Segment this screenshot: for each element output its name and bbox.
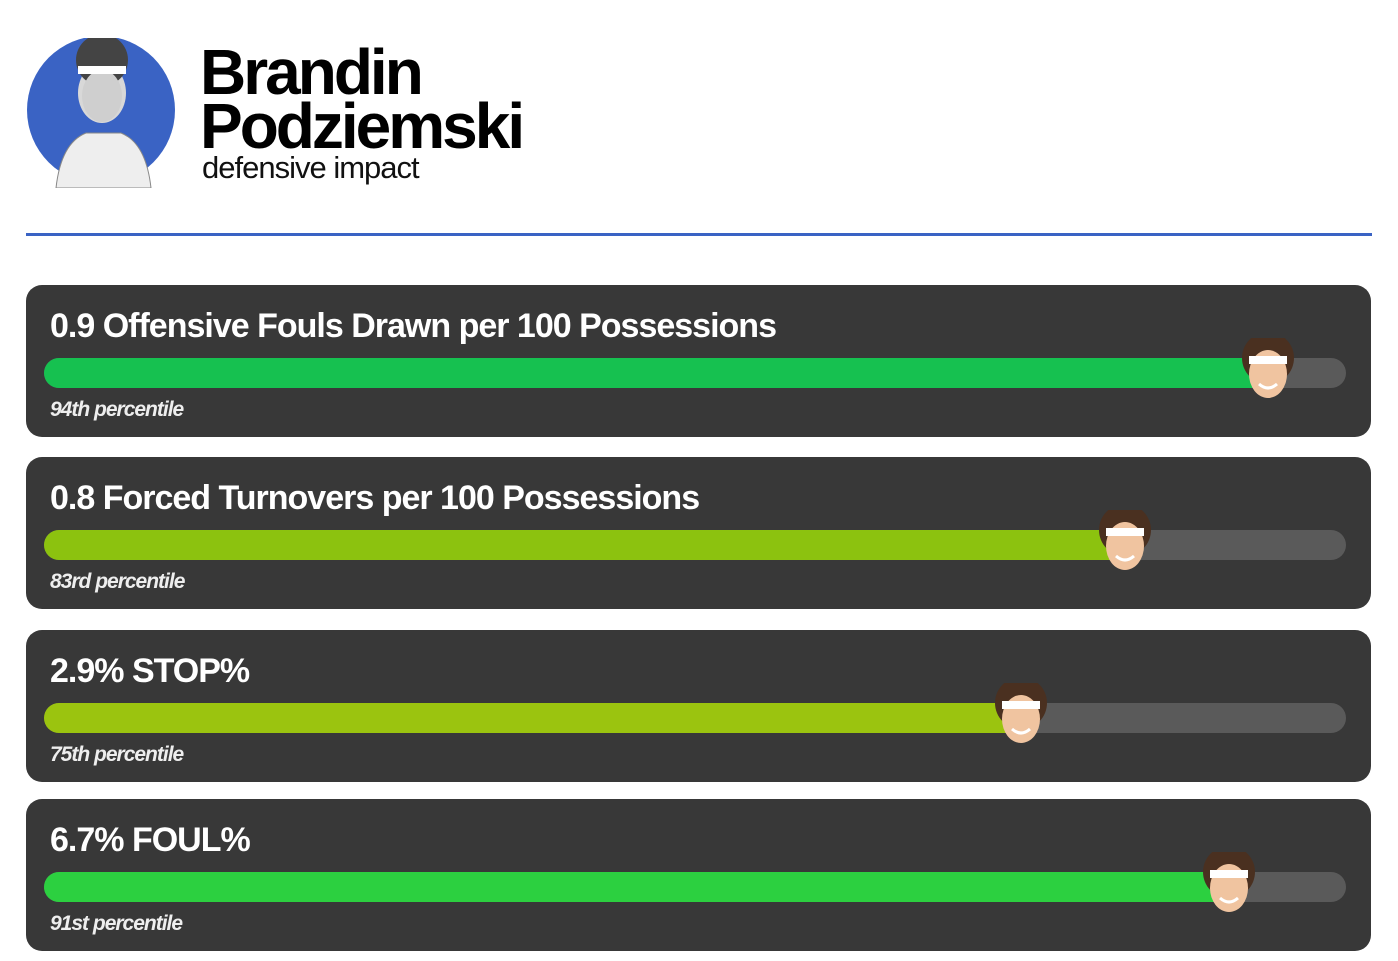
metric-title: 2.9% STOP% [50,652,250,690]
metric-card: 2.9% STOP% 75th percentile [26,630,1371,782]
metric-card: 6.7% FOUL% 91st percentile [26,799,1371,951]
last-name: Podziemski [200,90,525,162]
bar-track [44,338,1346,398]
percentile-label: 91st percentile [50,912,183,935]
bar-fill [44,358,1268,388]
metric-title: 6.7% FOUL% [50,821,251,859]
metric-title: 0.9 Offensive Fouls Drawn per 100 Posses… [50,307,777,345]
subtitle: defensive impact [202,150,420,185]
first-name: Brandin [200,36,424,108]
bar-fill [44,872,1229,902]
player-face [1202,852,1255,912]
percentile-label: 75th percentile [50,743,184,766]
percentile-label: 94th percentile [50,398,184,421]
bar-track [44,510,1346,570]
metric-title: 0.8 Forced Turnovers per 100 Possessions [50,479,700,517]
percentile-label: 83rd percentile [50,570,185,593]
player-photo [27,38,175,188]
metric-card: 0.9 Offensive Fouls Drawn per 100 Posses… [26,285,1371,437]
bar-fill [44,530,1125,560]
bar-track [44,683,1346,743]
bar-fill [44,703,1021,733]
bar-track [44,852,1346,912]
divider [26,233,1372,236]
player-face [1098,510,1151,570]
player-face [1241,338,1294,398]
metric-card: 0.8 Forced Turnovers per 100 Possessions… [26,457,1371,609]
player-face [994,683,1047,743]
